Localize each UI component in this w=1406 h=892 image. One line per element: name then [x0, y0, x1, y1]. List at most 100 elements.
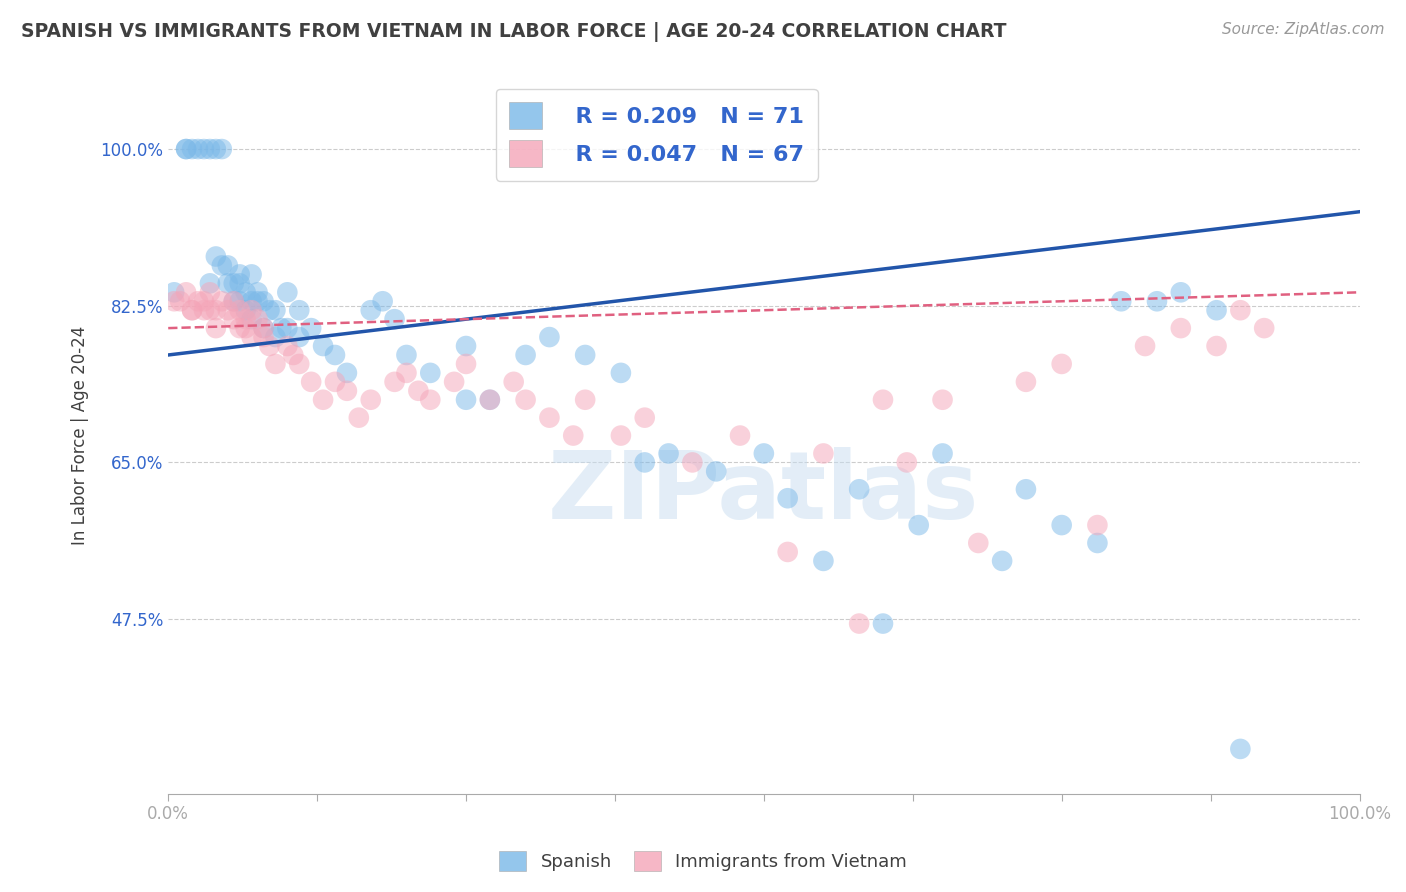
Point: [658, 446, 681, 460]
Point: [1229, 742, 1251, 756]
Point: [299, 375, 322, 389]
Point: [240, 268, 263, 282]
Point: [610, 366, 633, 380]
Point: [217, 277, 239, 291]
Point: [478, 392, 501, 407]
Point: [222, 312, 245, 326]
Point: [193, 142, 215, 156]
Point: [574, 392, 596, 407]
Point: [1087, 536, 1109, 550]
Point: [187, 294, 209, 309]
Legend: Spanish, Immigrants from Vietnam: Spanish, Immigrants from Vietnam: [492, 844, 914, 879]
Point: [1015, 375, 1038, 389]
Point: [336, 366, 359, 380]
Point: [395, 366, 418, 380]
Point: [240, 312, 263, 326]
Point: [246, 285, 269, 300]
Point: [174, 142, 197, 156]
Point: [1253, 321, 1275, 335]
Point: [610, 428, 633, 442]
Point: [211, 259, 233, 273]
Point: [515, 392, 537, 407]
Point: [252, 321, 274, 335]
Point: [395, 348, 418, 362]
Point: [198, 303, 221, 318]
Point: [235, 303, 257, 318]
Point: [163, 285, 186, 300]
Point: [288, 303, 311, 318]
Point: [235, 312, 257, 326]
Point: [264, 330, 287, 344]
Point: [454, 339, 477, 353]
Point: [270, 321, 292, 335]
Point: [634, 410, 657, 425]
Text: Source: ZipAtlas.com: Source: ZipAtlas.com: [1222, 22, 1385, 37]
Point: [276, 339, 298, 353]
Point: [1229, 303, 1251, 318]
Point: [752, 446, 775, 460]
Point: [240, 294, 263, 309]
Point: [228, 321, 250, 335]
Point: [848, 483, 870, 497]
Point: [1109, 294, 1132, 309]
Point: [347, 410, 370, 425]
Point: [193, 303, 215, 318]
Point: [323, 375, 346, 389]
Point: [896, 455, 918, 469]
Point: [198, 142, 221, 156]
Point: [198, 277, 221, 291]
Point: [1087, 518, 1109, 533]
Point: [1170, 321, 1192, 335]
Point: [187, 142, 209, 156]
Point: [235, 285, 257, 300]
Point: [174, 285, 197, 300]
Point: [872, 616, 894, 631]
Point: [181, 303, 204, 318]
Point: [312, 339, 335, 353]
Point: [252, 330, 274, 344]
Point: [276, 321, 298, 335]
Point: [222, 294, 245, 309]
Point: [276, 285, 298, 300]
Point: [1146, 294, 1168, 309]
Point: [681, 455, 703, 469]
Point: [1205, 303, 1227, 318]
Point: [211, 294, 233, 309]
Point: [198, 285, 221, 300]
Point: [419, 392, 441, 407]
Point: [454, 392, 477, 407]
Point: [419, 366, 441, 380]
Point: [228, 294, 250, 309]
Point: [574, 348, 596, 362]
Point: [408, 384, 430, 398]
Point: [728, 428, 751, 442]
Text: SPANISH VS IMMIGRANTS FROM VIETNAM IN LABOR FORCE | AGE 20-24 CORRELATION CHART: SPANISH VS IMMIGRANTS FROM VIETNAM IN LA…: [21, 22, 1007, 42]
Y-axis label: In Labor Force | Age 20-24: In Labor Force | Age 20-24: [72, 326, 89, 545]
Point: [1050, 518, 1073, 533]
Point: [323, 348, 346, 362]
Point: [478, 392, 501, 407]
Point: [169, 294, 191, 309]
Point: [288, 357, 311, 371]
Point: [163, 294, 186, 309]
Point: [931, 392, 953, 407]
Point: [259, 339, 281, 353]
Legend:   R = 0.209   N = 71,   R = 0.047   N = 67: R = 0.209 N = 71, R = 0.047 N = 67: [496, 88, 817, 180]
Point: [205, 303, 228, 318]
Point: [264, 357, 287, 371]
Point: [228, 277, 250, 291]
Point: [1015, 483, 1038, 497]
Point: [634, 455, 657, 469]
Point: [538, 410, 561, 425]
Point: [174, 142, 197, 156]
Point: [217, 303, 239, 318]
Point: [312, 392, 335, 407]
Point: [205, 142, 228, 156]
Point: [240, 330, 263, 344]
Text: ZIPatlas: ZIPatlas: [548, 447, 980, 539]
Point: [222, 277, 245, 291]
Point: [217, 259, 239, 273]
Point: [371, 294, 394, 309]
Point: [538, 330, 561, 344]
Point: [259, 303, 281, 318]
